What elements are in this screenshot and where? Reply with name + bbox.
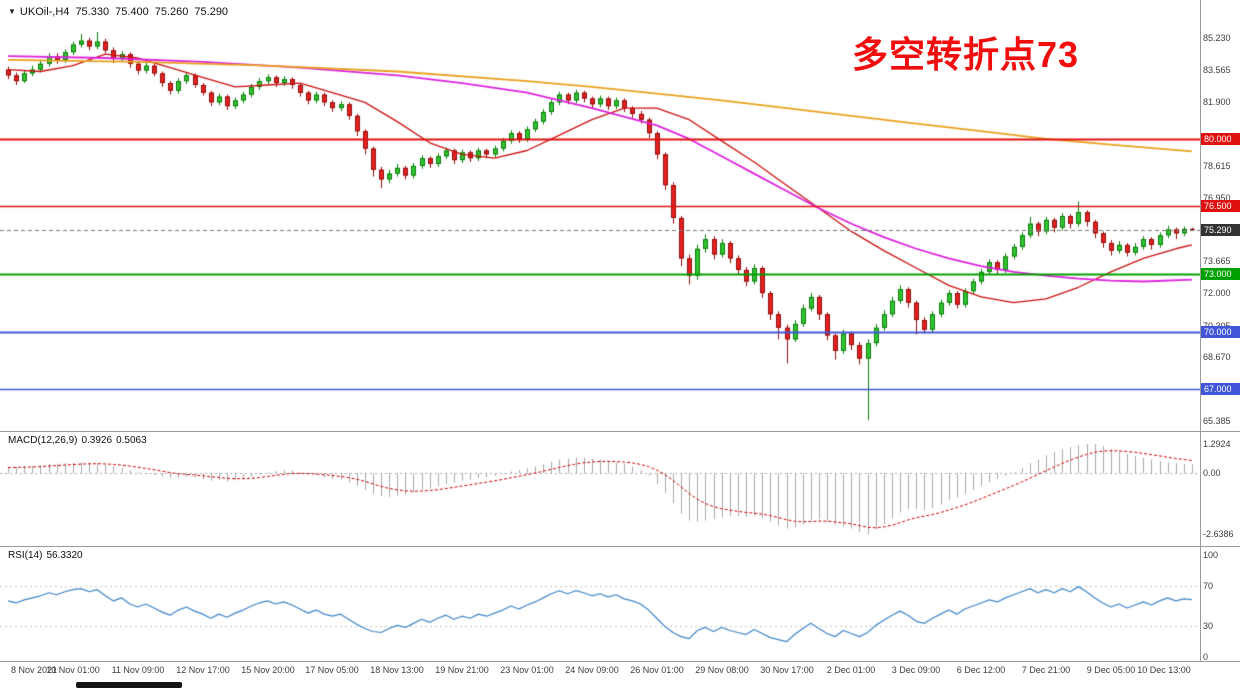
price-axis-label: 81.900	[1203, 97, 1231, 107]
x-axis-label: 9 Dec 05:00	[1086, 665, 1136, 675]
rsi-indicator-label: RSI(14) 56.3320	[8, 550, 87, 561]
x-axis-label: 19 Nov 21:00	[435, 665, 489, 675]
rsi-indicator-name: RSI(14)	[8, 550, 43, 561]
x-axis-label: 2 Dec 01:00	[826, 665, 876, 675]
macd-indicator-name: MACD(12,26,9)	[8, 435, 78, 446]
x-axis-label: 6 Dec 12:00	[956, 665, 1006, 675]
annotation-text: 多空转折点73	[852, 34, 1080, 75]
macd-main-value: 0.3926	[81, 435, 113, 446]
price-chart-canvas[interactable]	[0, 0, 1200, 432]
price-axis-label: 72.000	[1203, 288, 1231, 298]
bottom-bar-segment[interactable]	[76, 682, 182, 688]
rsi-axis-label: 30	[1203, 621, 1214, 631]
macd-axis-label: 1.2924	[1203, 439, 1231, 449]
x-axis-label: 17 Nov 05:00	[305, 665, 359, 675]
time-axis-border	[0, 661, 1240, 662]
ohlc-low-value: 75.260	[154, 6, 189, 18]
price-axis-border	[1200, 0, 1201, 662]
x-axis-label: 10 Nov 01:00	[46, 665, 100, 675]
panel-separator-rsi	[0, 546, 1240, 547]
price-axis-label: 68.670	[1203, 352, 1231, 362]
price-tag: 67.000	[1201, 383, 1240, 395]
price-axis-label: 73.665	[1203, 256, 1231, 266]
x-axis-label: 18 Nov 13:00	[370, 665, 424, 675]
x-axis-label: 3 Dec 09:00	[891, 665, 941, 675]
price-axis-label: 78.615	[1203, 161, 1231, 171]
x-axis-label: 12 Nov 17:00	[176, 665, 230, 675]
price-tag: 75.290	[1201, 224, 1240, 236]
panel-separator-macd	[0, 431, 1240, 432]
macd-axis-label: -2.6386	[1203, 529, 1234, 539]
x-axis-label: 26 Nov 01:00	[630, 665, 684, 675]
symbol-timeframe-label: UKOil-,H4	[19, 6, 70, 18]
macd-panel-canvas[interactable]	[0, 432, 1200, 547]
price-tag: 73.000	[1201, 268, 1240, 280]
price-axis-label: 65.385	[1203, 416, 1231, 426]
price-axis-label: 76.950	[1203, 193, 1231, 203]
x-axis-label: 7 Dec 21:00	[1021, 665, 1071, 675]
x-axis-label: 15 Nov 20:00	[241, 665, 295, 675]
x-axis-label: 11 Nov 09:00	[111, 665, 165, 675]
rsi-value: 56.3320	[46, 550, 83, 561]
x-axis-label: 30 Nov 17:00	[760, 665, 814, 675]
rsi-axis-label: 70	[1203, 581, 1214, 591]
macd-indicator-label: MACD(12,26,9) 0.3926 0.5063	[8, 435, 151, 446]
chart-ohlc-header: ▼ UKOil-,H4 75.330 75.400 75.260 75.290	[8, 6, 228, 18]
price-axis-label: 83.565	[1203, 65, 1231, 75]
price-tag: 70.000	[1201, 326, 1240, 338]
price-axis-label: 70.305	[1203, 321, 1231, 331]
ohlc-high-value: 75.400	[115, 6, 149, 18]
symbol-dropdown-icon[interactable]: ▼	[8, 7, 16, 16]
price-axis-label: 85.230	[1203, 33, 1231, 43]
ohlc-close-value: 75.290	[194, 6, 229, 18]
ohlc-open-value: 75.330	[75, 6, 110, 18]
x-axis-label: 8 Nov 2021	[10, 665, 58, 675]
rsi-panel-canvas[interactable]	[0, 547, 1200, 661]
x-axis-label: 29 Nov 08:00	[695, 665, 749, 675]
x-axis-label: 23 Nov 01:00	[500, 665, 554, 675]
price-tag: 80.000	[1201, 133, 1240, 145]
x-axis-label: 24 Nov 09:00	[565, 665, 619, 675]
price-tag: 76.500	[1201, 200, 1240, 212]
macd-signal-value: 0.5063	[116, 435, 147, 446]
x-axis-label: 10 Dec 13:00	[1137, 665, 1191, 675]
rsi-axis-label: 100	[1203, 550, 1219, 560]
macd-axis-label: 0.00	[1203, 468, 1221, 478]
